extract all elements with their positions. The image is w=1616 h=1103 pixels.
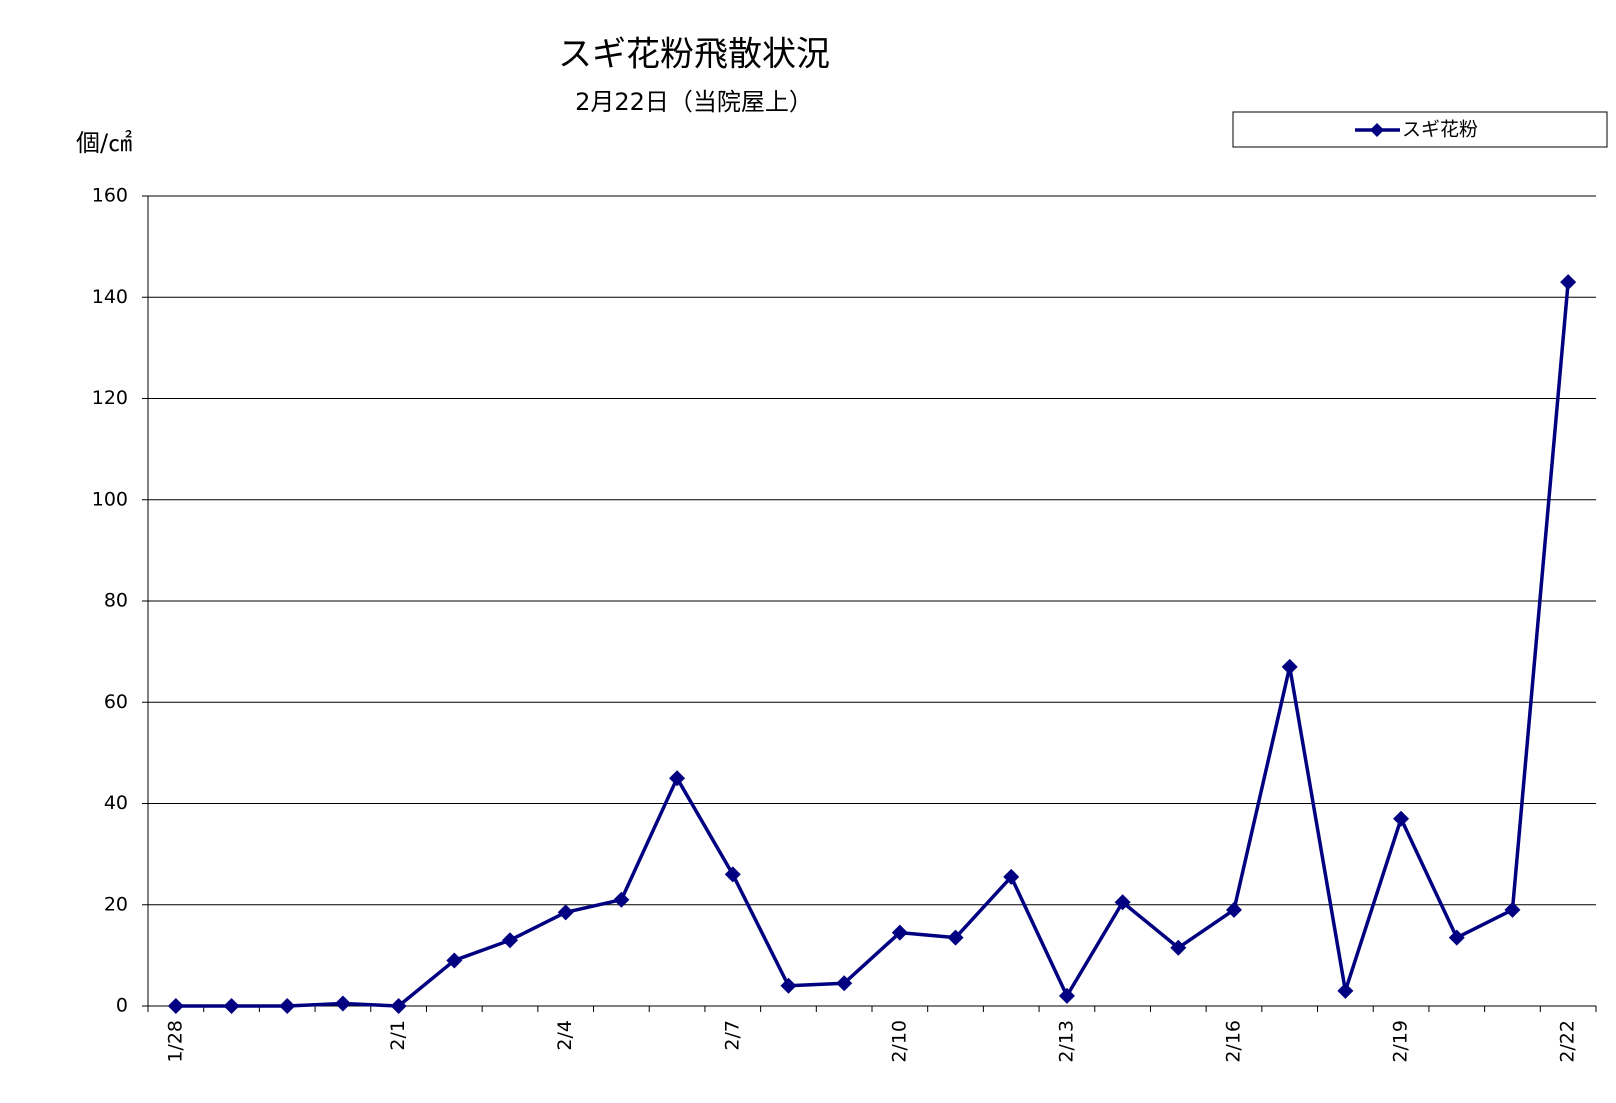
data-point xyxy=(780,977,797,994)
y-tick-label: 160 xyxy=(92,185,128,207)
data-point xyxy=(1003,868,1020,885)
x-tick-label: 2/19 xyxy=(1390,1020,1412,1063)
data-point xyxy=(1058,987,1075,1004)
x-tick-label: 2/16 xyxy=(1223,1020,1245,1063)
data-point xyxy=(1504,901,1521,918)
data-point xyxy=(947,929,964,946)
x-tick-label: 2/10 xyxy=(888,1020,910,1063)
data-point xyxy=(279,998,296,1014)
legend-label: スギ花粉 xyxy=(1402,119,1478,141)
series-line xyxy=(175,281,1570,1008)
data-point xyxy=(1226,901,1242,918)
data-point xyxy=(390,998,407,1014)
chart-title: スギ花粉飛散状況 xyxy=(558,35,830,75)
y-axis-label: 個/㎠ xyxy=(76,129,132,157)
y-tick-label: 100 xyxy=(92,488,128,510)
data-point xyxy=(669,770,686,787)
data-point xyxy=(557,904,574,921)
data-point xyxy=(613,891,630,908)
data-point xyxy=(1281,658,1298,675)
x-tick-label: 2/4 xyxy=(554,1020,576,1051)
y-tick-label: 40 xyxy=(104,792,128,814)
x-tick-label: 1/28 xyxy=(164,1020,186,1063)
data-point xyxy=(1393,810,1410,827)
data-point xyxy=(1560,274,1577,291)
legend-marker xyxy=(1370,123,1384,137)
data-point xyxy=(891,924,908,941)
y-tick-label: 120 xyxy=(92,387,128,409)
y-tick-label: 80 xyxy=(104,590,128,612)
data-point xyxy=(1170,939,1187,956)
data-point xyxy=(446,952,463,969)
y-tick-label: 0 xyxy=(116,995,128,1017)
x-tick-label: 2/22 xyxy=(1557,1020,1579,1063)
data-point xyxy=(502,932,518,949)
y-tick-label: 20 xyxy=(104,893,128,915)
data-point xyxy=(1337,982,1354,999)
data-point xyxy=(223,998,240,1014)
data-point xyxy=(724,866,741,883)
chart-subtitle: 2月22日（当院屋上） xyxy=(575,88,813,116)
legend-box xyxy=(1232,111,1608,148)
x-tick-label: 2/1 xyxy=(387,1020,409,1051)
data-point xyxy=(836,975,853,992)
y-tick-label: 60 xyxy=(104,691,128,713)
y-tick-label: 140 xyxy=(92,286,128,308)
x-tick-label: 2/13 xyxy=(1055,1020,1077,1063)
data-point xyxy=(1448,929,1465,946)
data-point xyxy=(167,998,184,1014)
x-tick-label: 2/7 xyxy=(721,1020,743,1051)
data-point xyxy=(334,995,351,1012)
data-point xyxy=(1114,894,1131,911)
